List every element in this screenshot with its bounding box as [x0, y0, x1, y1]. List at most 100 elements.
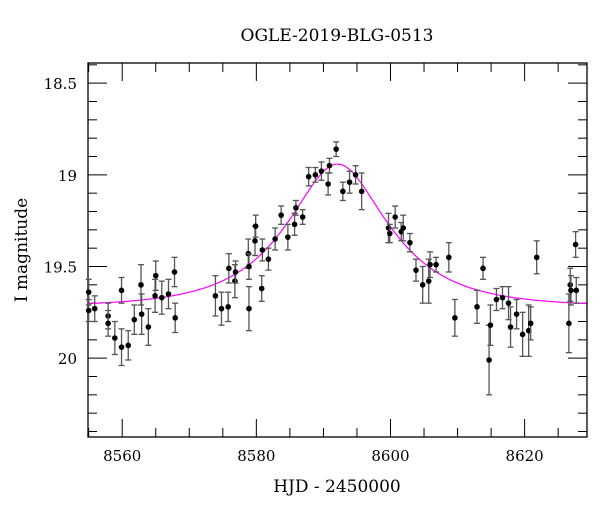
point-marker	[299, 214, 306, 220]
data-point	[318, 161, 325, 181]
data-point	[352, 165, 359, 185]
data-point	[105, 309, 112, 337]
data-point	[325, 172, 332, 196]
data-point	[412, 258, 419, 282]
data-point	[225, 253, 232, 284]
x-tick-label: 8600	[371, 447, 409, 465]
data-point	[326, 157, 333, 174]
point-marker	[145, 324, 152, 330]
data-point	[299, 209, 306, 225]
data-point	[118, 276, 125, 304]
point-marker	[499, 294, 506, 301]
point-marker	[91, 305, 98, 312]
data-point	[137, 264, 144, 306]
data-point	[111, 320, 118, 356]
point-marker	[172, 315, 178, 321]
point-marker	[252, 223, 259, 229]
point-marker	[519, 331, 526, 338]
point-marker	[346, 179, 353, 185]
data-point	[392, 205, 399, 229]
data-point	[513, 298, 520, 330]
data-point	[284, 223, 291, 251]
point-marker	[105, 320, 111, 327]
data-point	[486, 324, 493, 396]
data-point	[145, 308, 152, 346]
point-marker	[152, 272, 159, 279]
point-marker	[413, 267, 419, 273]
x-tick-label: 8560	[103, 447, 141, 465]
data-point	[258, 275, 265, 302]
point-marker	[486, 357, 492, 363]
data-point	[451, 298, 458, 337]
point-marker	[318, 168, 325, 174]
data-point	[152, 278, 159, 313]
data-point	[165, 278, 172, 310]
data-point	[406, 232, 413, 253]
point-marker	[218, 305, 225, 312]
point-marker	[285, 234, 291, 240]
point-marker	[326, 162, 333, 169]
data-point	[358, 172, 365, 211]
point-marker	[433, 261, 439, 268]
data-point	[91, 295, 98, 323]
point-marker	[573, 287, 580, 294]
point-marker	[452, 315, 458, 321]
data-point	[312, 166, 319, 183]
point-marker	[419, 282, 426, 288]
point-marker	[446, 254, 452, 261]
point-marker	[112, 335, 118, 341]
data-point	[138, 293, 145, 335]
point-marker	[246, 305, 252, 312]
point-marker	[291, 221, 298, 228]
point-marker	[212, 293, 219, 299]
data-point	[474, 289, 481, 324]
point-marker	[312, 172, 319, 178]
y-axis-label: I magnitude	[12, 198, 32, 302]
data-points-group	[85, 141, 580, 396]
point-marker	[118, 287, 125, 294]
data-point	[339, 181, 346, 202]
data-point	[427, 251, 434, 279]
point-marker	[265, 256, 272, 262]
point-marker	[85, 289, 92, 295]
x-tick-label: 8580	[237, 447, 275, 465]
data-point	[400, 214, 407, 242]
point-marker	[278, 212, 284, 218]
point-marker	[352, 172, 359, 178]
x-axis-label: HJD - 2450000	[273, 477, 401, 497]
point-marker	[226, 265, 232, 272]
point-marker	[118, 344, 125, 350]
point-marker	[272, 236, 278, 242]
data-point	[232, 260, 239, 284]
point-marker	[507, 324, 514, 330]
point-marker	[480, 265, 486, 272]
point-marker	[487, 322, 494, 328]
data-point	[212, 275, 219, 317]
data-point	[573, 276, 580, 304]
axis-ticks: 8560 8580 8600 8620 18.5 19 19.5 20	[44, 63, 587, 465]
point-marker	[258, 285, 265, 292]
point-marker	[505, 300, 512, 306]
data-point	[433, 256, 440, 273]
data-point	[333, 141, 340, 158]
data-point	[252, 214, 259, 238]
data-point	[259, 238, 266, 262]
data-point	[245, 286, 252, 332]
y-tick-label: 19	[58, 167, 77, 185]
data-point	[572, 231, 579, 258]
data-point	[291, 212, 298, 236]
chart-title: OGLE-2019-BLG-0513	[241, 26, 434, 46]
data-point	[386, 223, 393, 244]
point-marker	[387, 230, 393, 237]
plot-frame	[87, 62, 588, 438]
point-marker	[566, 320, 572, 327]
point-marker	[533, 254, 540, 261]
point-marker	[427, 261, 433, 268]
data-point	[171, 256, 178, 288]
y-tick-label: 18.5	[44, 75, 77, 93]
point-marker	[225, 304, 231, 310]
point-marker	[425, 278, 432, 284]
point-marker	[85, 307, 92, 314]
data-point	[85, 298, 92, 323]
